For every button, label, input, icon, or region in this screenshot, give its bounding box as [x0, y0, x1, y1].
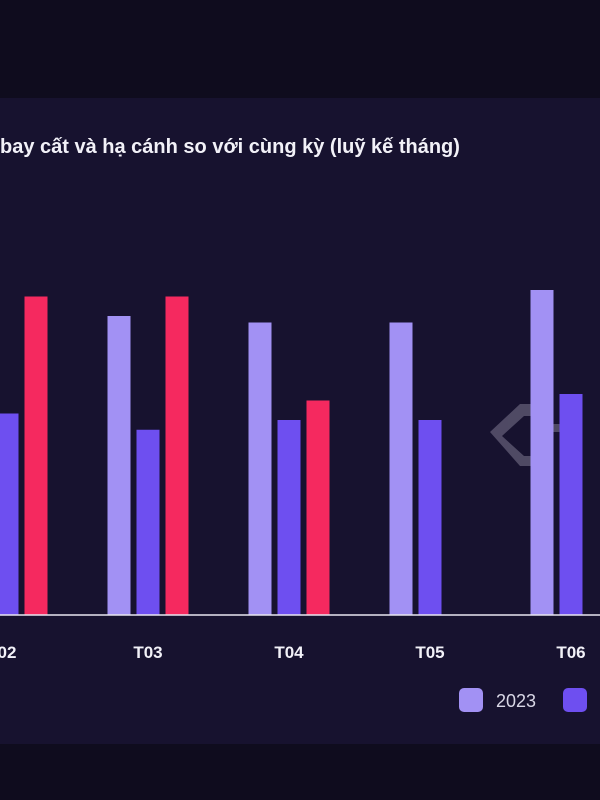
x-tick-label: T03	[133, 643, 162, 662]
legend-swatch-1	[459, 688, 483, 712]
bar-t03-series-3	[165, 296, 189, 615]
chart-title: bay cất và hạ cánh so với cùng kỳ (luỹ k…	[0, 136, 460, 158]
x-tick-label: T06	[556, 643, 585, 662]
bar-t04-series-2	[277, 420, 301, 615]
bar-t06-series-2	[559, 394, 583, 615]
x-tick-label: T05	[415, 643, 444, 662]
bar-t03-series-2	[136, 429, 160, 615]
legend-label-1: 2023	[496, 691, 536, 711]
x-tick-label: 02	[0, 643, 16, 662]
bar-t02-series-3	[24, 296, 48, 615]
bar-t05-series-1	[389, 322, 413, 615]
bar-t04-series-1	[248, 322, 272, 615]
bar-t05-series-2	[418, 420, 442, 615]
bar-t06-series-1	[530, 290, 554, 615]
bar-t03-series-1	[107, 316, 131, 615]
bar-t04-series-3	[306, 400, 330, 615]
x-tick-label: T04	[274, 643, 304, 662]
legend-swatch-2	[563, 688, 587, 712]
bar-t02-series-2	[0, 413, 19, 615]
